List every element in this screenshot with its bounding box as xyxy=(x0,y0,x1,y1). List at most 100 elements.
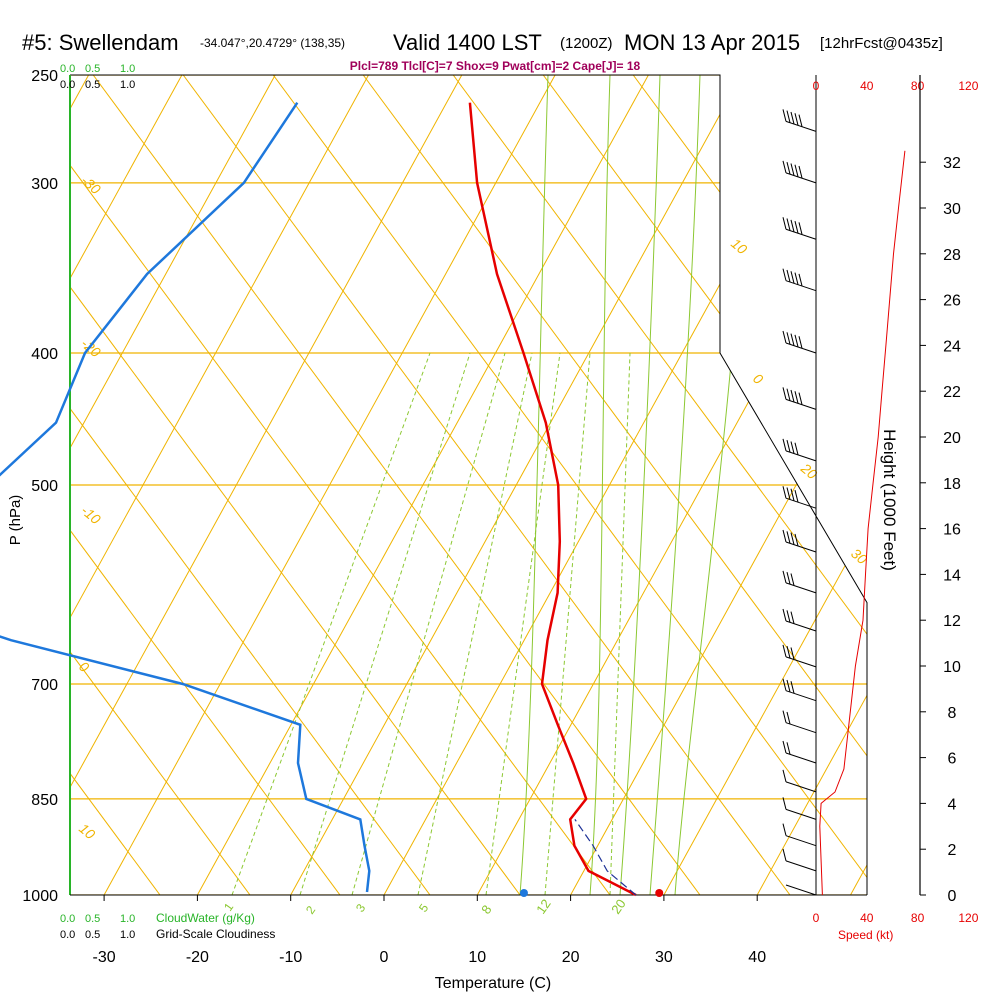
wind-barb-flag xyxy=(786,646,791,659)
cloudiness-top-tick: 0.5 xyxy=(85,79,100,91)
dry-adiabat-label: 0 xyxy=(750,370,766,387)
isotherm-line xyxy=(663,75,867,895)
moist-adiabat-line xyxy=(619,75,661,895)
temperature-tick-label: 20 xyxy=(562,949,580,966)
temperature-tick-label: 0 xyxy=(380,949,389,966)
wind-barb-flag xyxy=(782,109,787,122)
wind-barb-flag xyxy=(790,219,795,232)
wind-barb xyxy=(785,620,817,632)
cloudiness-top-tick: 0.0 xyxy=(60,79,75,91)
cloudwater-label: CloudWater (g/Kg) xyxy=(156,911,255,925)
wind-barb-flag xyxy=(782,644,787,657)
wind-barb-flag xyxy=(786,531,791,544)
dry-adiabat-label: -30 xyxy=(78,172,104,197)
station-title: #5: Swellendam xyxy=(22,30,179,55)
wind-barb-flag xyxy=(790,611,795,624)
valid-time: Valid 1400 LST xyxy=(393,30,542,55)
wind-barb-flag xyxy=(782,678,787,691)
wind-barb-flag xyxy=(786,332,791,345)
wind-barb xyxy=(785,722,817,734)
cloudiness-bottom-tick: 0.0 xyxy=(60,929,75,941)
indices-label: Plcl=789 Tlcl[C]=7 Shox=9 Pwat[cm]=2 Cap… xyxy=(350,59,641,73)
wind-barb-flag xyxy=(782,710,787,723)
isotherm-line xyxy=(70,75,183,895)
wind-barb-flag xyxy=(794,391,799,404)
wind-barb xyxy=(785,752,817,764)
wind-barb-flag xyxy=(790,532,795,545)
pressure-tick-label: 250 xyxy=(31,68,58,85)
wind-barb xyxy=(785,582,817,594)
plot-frame xyxy=(70,74,868,895)
cloudwater-top-tick: 0.0 xyxy=(60,63,75,75)
temperature-profile xyxy=(468,102,637,897)
wind-barb-flag xyxy=(782,217,787,230)
wind-barb-flag xyxy=(790,488,795,501)
wind-barb-flag xyxy=(786,110,791,123)
wind-barb-flag xyxy=(794,220,799,234)
temperature-tick-label: 40 xyxy=(748,949,766,966)
cloudwater-bottom-tick: 1.0 xyxy=(120,913,135,925)
wind-barb-flag xyxy=(790,647,795,660)
wind-barb-flag xyxy=(790,573,795,586)
wind-barb-flag xyxy=(794,489,799,503)
height-tick-label: 20 xyxy=(943,430,961,447)
wind-barb-flag xyxy=(782,438,787,451)
wind-barb-flag xyxy=(782,387,787,400)
pressure-tick-label: 700 xyxy=(31,677,58,694)
dry-adiabat-line xyxy=(70,75,251,895)
pressure-tick-label: 500 xyxy=(31,478,58,495)
wind-barb-flag xyxy=(786,162,791,175)
wind-barb xyxy=(785,497,817,509)
height-axis-label: Height (1000 Feet) xyxy=(880,429,899,571)
wind-barb-flag xyxy=(798,165,803,179)
height-tick-label: 6 xyxy=(948,751,957,768)
mixing-ratio-line xyxy=(417,352,533,895)
pressure-tick-label: 400 xyxy=(31,346,58,363)
wind-barb-flag xyxy=(786,742,791,755)
mixing-ratio-line xyxy=(231,352,431,895)
moist-adiabat-line xyxy=(649,75,701,895)
moist-adiabat-line xyxy=(589,75,611,895)
wind-barb xyxy=(785,541,817,553)
wind-barb-flag xyxy=(798,336,803,349)
height-tick-label: 8 xyxy=(948,705,957,722)
wind-barb xyxy=(785,656,817,668)
wind-barb-flag xyxy=(782,769,787,782)
height-tick-label: 32 xyxy=(943,155,961,172)
wind-barb-flag xyxy=(798,273,803,287)
wind-barb-flag xyxy=(782,823,787,836)
moist-adiabat-label: 12 xyxy=(533,896,554,916)
wind-barb-flag xyxy=(786,679,791,693)
speed-bottom-tick: 120 xyxy=(958,911,978,925)
wind-barb-flag xyxy=(786,487,791,500)
speed-top-tick: 120 xyxy=(958,79,978,93)
speed-axis-label: Speed (kt) xyxy=(838,928,893,942)
y-axis-label: P (hPa) xyxy=(7,495,24,546)
wind-barb xyxy=(785,342,817,354)
temperature-tick-label: -20 xyxy=(186,949,209,966)
height-tick-label: 2 xyxy=(948,842,957,859)
wind-barb-flag xyxy=(794,533,799,547)
wind-barb-flag xyxy=(794,272,799,285)
mixing-ratio-label: 5 xyxy=(416,901,431,915)
dry-adiabat-label: 10 xyxy=(76,820,98,842)
wind-barb xyxy=(785,450,817,462)
speed-bottom-tick: 80 xyxy=(911,911,925,925)
height-tick-label: 10 xyxy=(943,659,961,676)
wind-barb xyxy=(785,835,817,847)
wind-barb-flag xyxy=(786,218,791,231)
date-label: MON 13 Apr 2015 xyxy=(624,30,800,55)
wind-barb-flag xyxy=(782,797,787,810)
height-tick-label: 30 xyxy=(943,201,961,218)
wind-barb-flag xyxy=(782,529,787,543)
cloudwater-top-tick: 0.5 xyxy=(85,63,100,75)
height-tick-label: 24 xyxy=(943,338,961,355)
speed-top-tick: 80 xyxy=(911,79,925,93)
height-tick-label: 18 xyxy=(943,476,961,493)
mixing-ratio-label: 3 xyxy=(353,901,368,915)
wind-speed-profile xyxy=(819,150,906,896)
pressure-tick-label: 1000 xyxy=(22,888,58,905)
wind-barb-flag xyxy=(790,333,795,346)
temperature-tick-label: 10 xyxy=(468,949,486,966)
